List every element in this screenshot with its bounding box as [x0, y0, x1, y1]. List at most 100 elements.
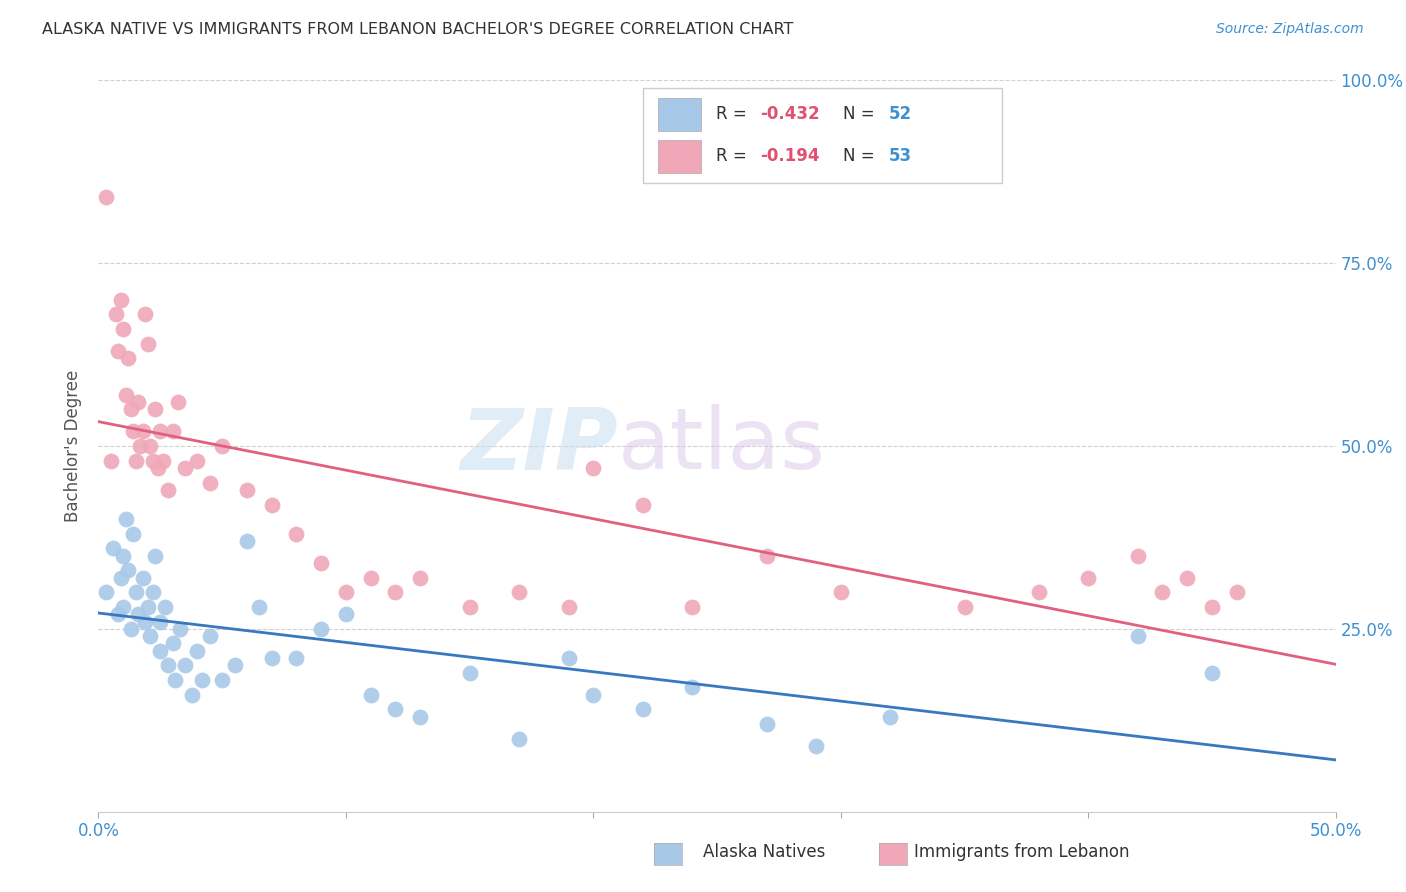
Point — [830, 585, 852, 599]
Point — [755, 549, 778, 563]
Point — [174, 658, 197, 673]
Point — [582, 461, 605, 475]
Point — [162, 425, 184, 439]
Point — [508, 585, 530, 599]
Point — [143, 549, 166, 563]
Point — [136, 336, 159, 351]
Point — [236, 534, 259, 549]
Point — [110, 293, 132, 307]
Point — [152, 453, 174, 467]
Point — [186, 453, 208, 467]
Point — [508, 731, 530, 746]
Point — [285, 651, 308, 665]
Point — [224, 658, 246, 673]
Point — [165, 673, 187, 687]
Point — [681, 681, 703, 695]
FancyBboxPatch shape — [658, 98, 702, 130]
Point — [134, 307, 156, 321]
Text: -0.194: -0.194 — [761, 147, 820, 165]
Point — [247, 599, 270, 614]
Point — [1152, 585, 1174, 599]
Text: ZIP: ZIP — [460, 404, 619, 488]
Point — [181, 688, 204, 702]
Point — [127, 395, 149, 409]
Point — [103, 541, 125, 556]
Point — [94, 585, 117, 599]
Point — [155, 599, 177, 614]
Point — [132, 425, 155, 439]
Point — [879, 709, 901, 723]
Point — [110, 571, 132, 585]
Text: R =: R = — [716, 105, 752, 123]
Point — [169, 622, 191, 636]
Point — [142, 585, 165, 599]
Point — [104, 307, 127, 321]
Point — [117, 351, 139, 366]
Point — [198, 629, 221, 643]
Point — [149, 615, 172, 629]
Point — [631, 498, 654, 512]
Point — [260, 498, 283, 512]
Point — [136, 599, 159, 614]
Point — [94, 190, 117, 204]
Point — [1226, 585, 1249, 599]
Text: -0.432: -0.432 — [761, 105, 820, 123]
Text: N =: N = — [844, 147, 880, 165]
Point — [953, 599, 976, 614]
Text: Alaska Natives: Alaska Natives — [703, 843, 825, 861]
Point — [117, 563, 139, 577]
Point — [285, 526, 308, 541]
Point — [114, 512, 136, 526]
Point — [458, 665, 481, 680]
Point — [360, 688, 382, 702]
Point — [335, 585, 357, 599]
Point — [156, 658, 179, 673]
Text: ALASKA NATIVE VS IMMIGRANTS FROM LEBANON BACHELOR'S DEGREE CORRELATION CHART: ALASKA NATIVE VS IMMIGRANTS FROM LEBANON… — [42, 22, 793, 37]
Point — [112, 322, 135, 336]
Text: Source: ZipAtlas.com: Source: ZipAtlas.com — [1216, 22, 1364, 37]
Point — [156, 483, 179, 497]
Point — [132, 571, 155, 585]
Point — [384, 585, 406, 599]
Point — [127, 607, 149, 622]
Point — [124, 453, 146, 467]
Point — [211, 439, 233, 453]
Point — [1175, 571, 1198, 585]
Point — [681, 599, 703, 614]
Point — [166, 395, 188, 409]
Point — [139, 629, 162, 643]
Y-axis label: Bachelor's Degree: Bachelor's Degree — [65, 370, 83, 522]
Point — [122, 425, 145, 439]
Point — [174, 461, 197, 475]
Point — [191, 673, 214, 687]
Point — [107, 607, 129, 622]
Point — [335, 607, 357, 622]
Point — [129, 439, 152, 453]
Point — [260, 651, 283, 665]
Point — [120, 402, 142, 417]
Point — [124, 585, 146, 599]
Point — [409, 571, 432, 585]
Point — [631, 702, 654, 716]
Point — [309, 622, 332, 636]
Point — [122, 526, 145, 541]
Point — [211, 673, 233, 687]
Point — [804, 739, 827, 753]
Point — [198, 475, 221, 490]
Point — [100, 453, 122, 467]
Text: 52: 52 — [889, 105, 912, 123]
Point — [1201, 599, 1223, 614]
Point — [186, 644, 208, 658]
Point — [149, 644, 172, 658]
Point — [162, 636, 184, 650]
Point — [1077, 571, 1099, 585]
Text: Immigrants from Lebanon: Immigrants from Lebanon — [914, 843, 1129, 861]
Point — [1126, 549, 1149, 563]
Point — [142, 453, 165, 467]
Point — [1028, 585, 1050, 599]
Point — [149, 425, 172, 439]
Point — [114, 388, 136, 402]
Point — [409, 709, 432, 723]
Text: atlas: atlas — [619, 404, 827, 488]
Point — [107, 343, 129, 358]
